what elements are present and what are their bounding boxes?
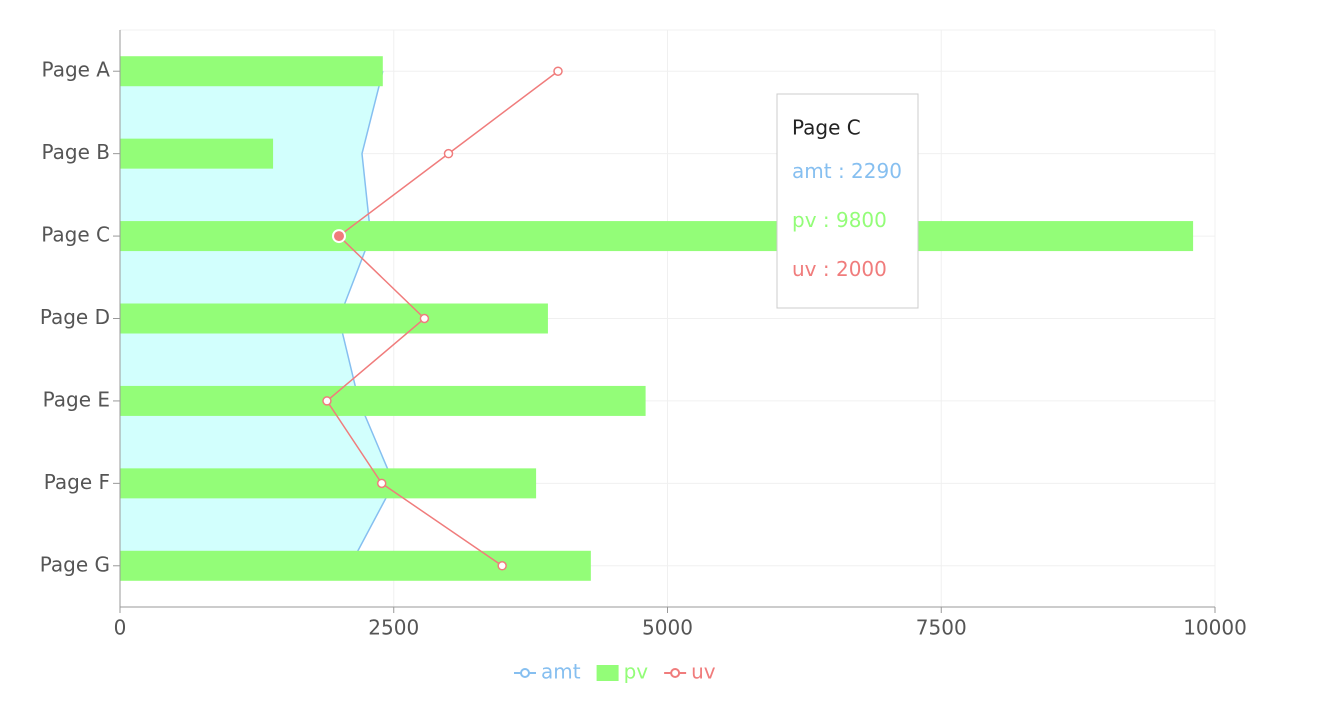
active-dot: [332, 229, 346, 244]
tooltip-text: pv: [792, 208, 817, 232]
dot: [553, 66, 563, 76]
y-tick-label: Page A: [42, 58, 111, 82]
y-tick-label: Page C: [41, 223, 110, 247]
legend: amt pv uv: [514, 660, 716, 684]
legend-icon: [596, 665, 619, 681]
legend-label: pv: [624, 660, 649, 684]
x-tick-label: 10000: [1183, 616, 1247, 640]
bar: [120, 385, 646, 416]
tooltip: Page C amt : 2290 pv : 9800 uv : 2000: [776, 93, 919, 309]
y-tick-label: Page G: [40, 552, 110, 576]
x-tick-label: 5000: [642, 616, 693, 640]
bar: [120, 468, 537, 499]
tooltip-box: [776, 93, 919, 309]
tooltip-label: Page C: [792, 116, 861, 140]
legend-label: amt: [541, 660, 581, 684]
tooltip-text: :: [817, 257, 836, 281]
tooltip-text: uv: [792, 257, 817, 281]
tooltip-text: :: [832, 159, 851, 183]
bar: [120, 138, 274, 169]
y-tick-label: Page F: [44, 470, 110, 494]
dot: [322, 396, 332, 406]
tooltip-text: 9800: [836, 208, 887, 232]
x-tick-label: 2500: [368, 616, 419, 640]
tooltip-item: pv : 9800: [792, 208, 887, 232]
bar: [120, 303, 548, 334]
dot: [497, 561, 507, 571]
y-tick-label: Page B: [42, 140, 111, 164]
y-tick-label: Page D: [40, 305, 110, 329]
legend-icon: [520, 668, 530, 678]
y-tick-label: Page E: [43, 387, 110, 411]
bar: [120, 550, 591, 581]
bar: [120, 56, 383, 87]
dot: [376, 478, 387, 489]
tooltip-text: 2290: [851, 159, 902, 183]
bar: [120, 221, 1194, 252]
tooltip-text: 2000: [836, 257, 887, 281]
tooltip-item: amt : 2290: [792, 159, 902, 183]
legend-label: uv: [691, 660, 716, 684]
dot: [443, 148, 454, 159]
dot: [419, 313, 430, 324]
x-tick-label: 7500: [916, 616, 967, 640]
legend-icon: [670, 668, 681, 678]
tooltip-item: uv : 2000: [792, 257, 887, 281]
x-tick-label: 0: [114, 616, 127, 640]
tooltip-text: amt: [792, 159, 832, 183]
tooltip-text: :: [817, 208, 836, 232]
